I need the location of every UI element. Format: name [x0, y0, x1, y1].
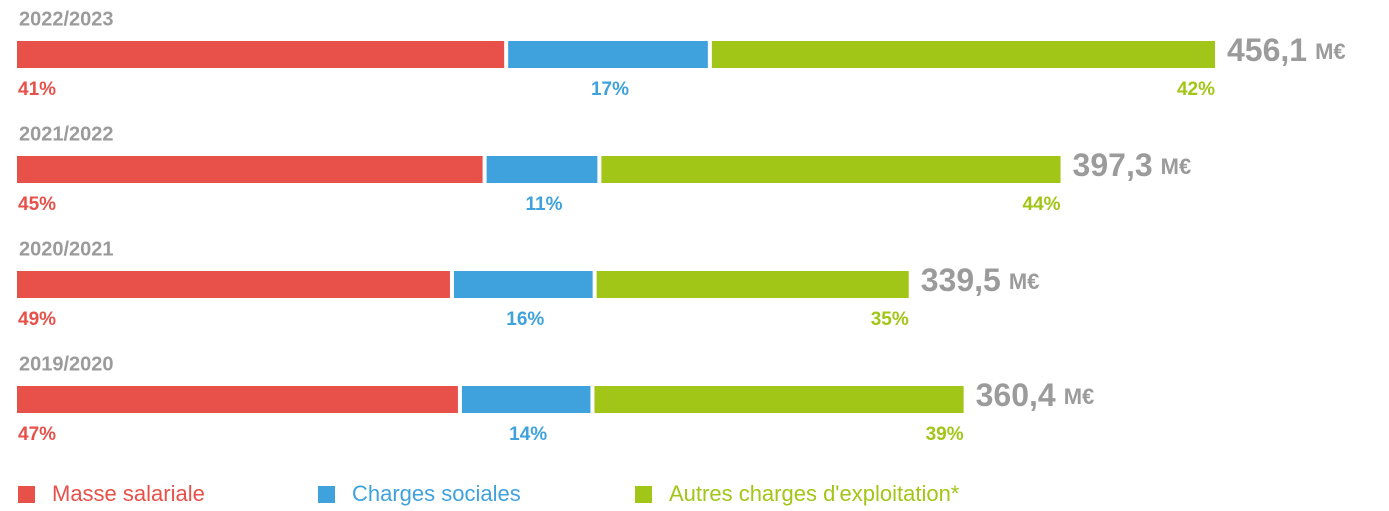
total-label: 360,4 M€ — [976, 377, 1095, 413]
percent-label: 49% — [18, 309, 56, 330]
legend-swatch — [635, 486, 652, 503]
percent-label: 45% — [18, 194, 56, 215]
percent-label: 14% — [509, 424, 547, 445]
year-label: 2020/2021 — [19, 238, 114, 260]
percent-label: 47% — [18, 424, 56, 445]
percent-label: 11% — [526, 194, 563, 215]
total-value: 339,5 — [921, 262, 1001, 298]
bar-segment — [594, 386, 964, 413]
bar-segment — [17, 271, 450, 298]
total-value: 360,4 — [976, 377, 1056, 413]
legend-label: Masse salariale — [52, 481, 205, 506]
percent-label: 17% — [591, 79, 629, 100]
percent-label: 39% — [926, 424, 964, 445]
year-label: 2021/2022 — [19, 123, 114, 145]
legend-label: Charges sociales — [352, 481, 521, 506]
legend-swatch — [318, 486, 335, 503]
percent-label: 35% — [871, 309, 909, 330]
percent-label: 42% — [1177, 79, 1215, 100]
bar-segment — [461, 386, 591, 413]
bar-segment — [17, 386, 458, 413]
total-unit: M€ — [1315, 39, 1346, 64]
total-value: 456,1 — [1227, 32, 1307, 68]
total-label: 339,5 M€ — [921, 262, 1040, 298]
total-label: 456,1 M€ — [1227, 32, 1346, 68]
bar-segment — [711, 41, 1215, 68]
percent-label: 44% — [1023, 194, 1061, 215]
bar-segment — [508, 41, 708, 68]
percent-label: 41% — [18, 79, 56, 100]
total-unit: M€ — [1161, 154, 1192, 179]
total-unit: M€ — [1009, 269, 1040, 294]
bar-segment — [17, 156, 483, 183]
bar-segment — [601, 156, 1061, 183]
total-value: 397,3 — [1073, 147, 1153, 183]
total-label: 397,3 M€ — [1073, 147, 1192, 183]
bar-segment — [486, 156, 598, 183]
total-unit: M€ — [1064, 384, 1095, 409]
year-label: 2019/2020 — [19, 353, 114, 375]
year-label: 2022/2023 — [19, 8, 114, 30]
bar-segment — [596, 271, 909, 298]
legend-swatch — [18, 486, 35, 503]
bar-segment — [453, 271, 593, 298]
percent-label: 16% — [506, 309, 544, 330]
legend-label: Autres charges d'exploitation* — [669, 481, 960, 506]
bar-segment — [17, 41, 505, 68]
